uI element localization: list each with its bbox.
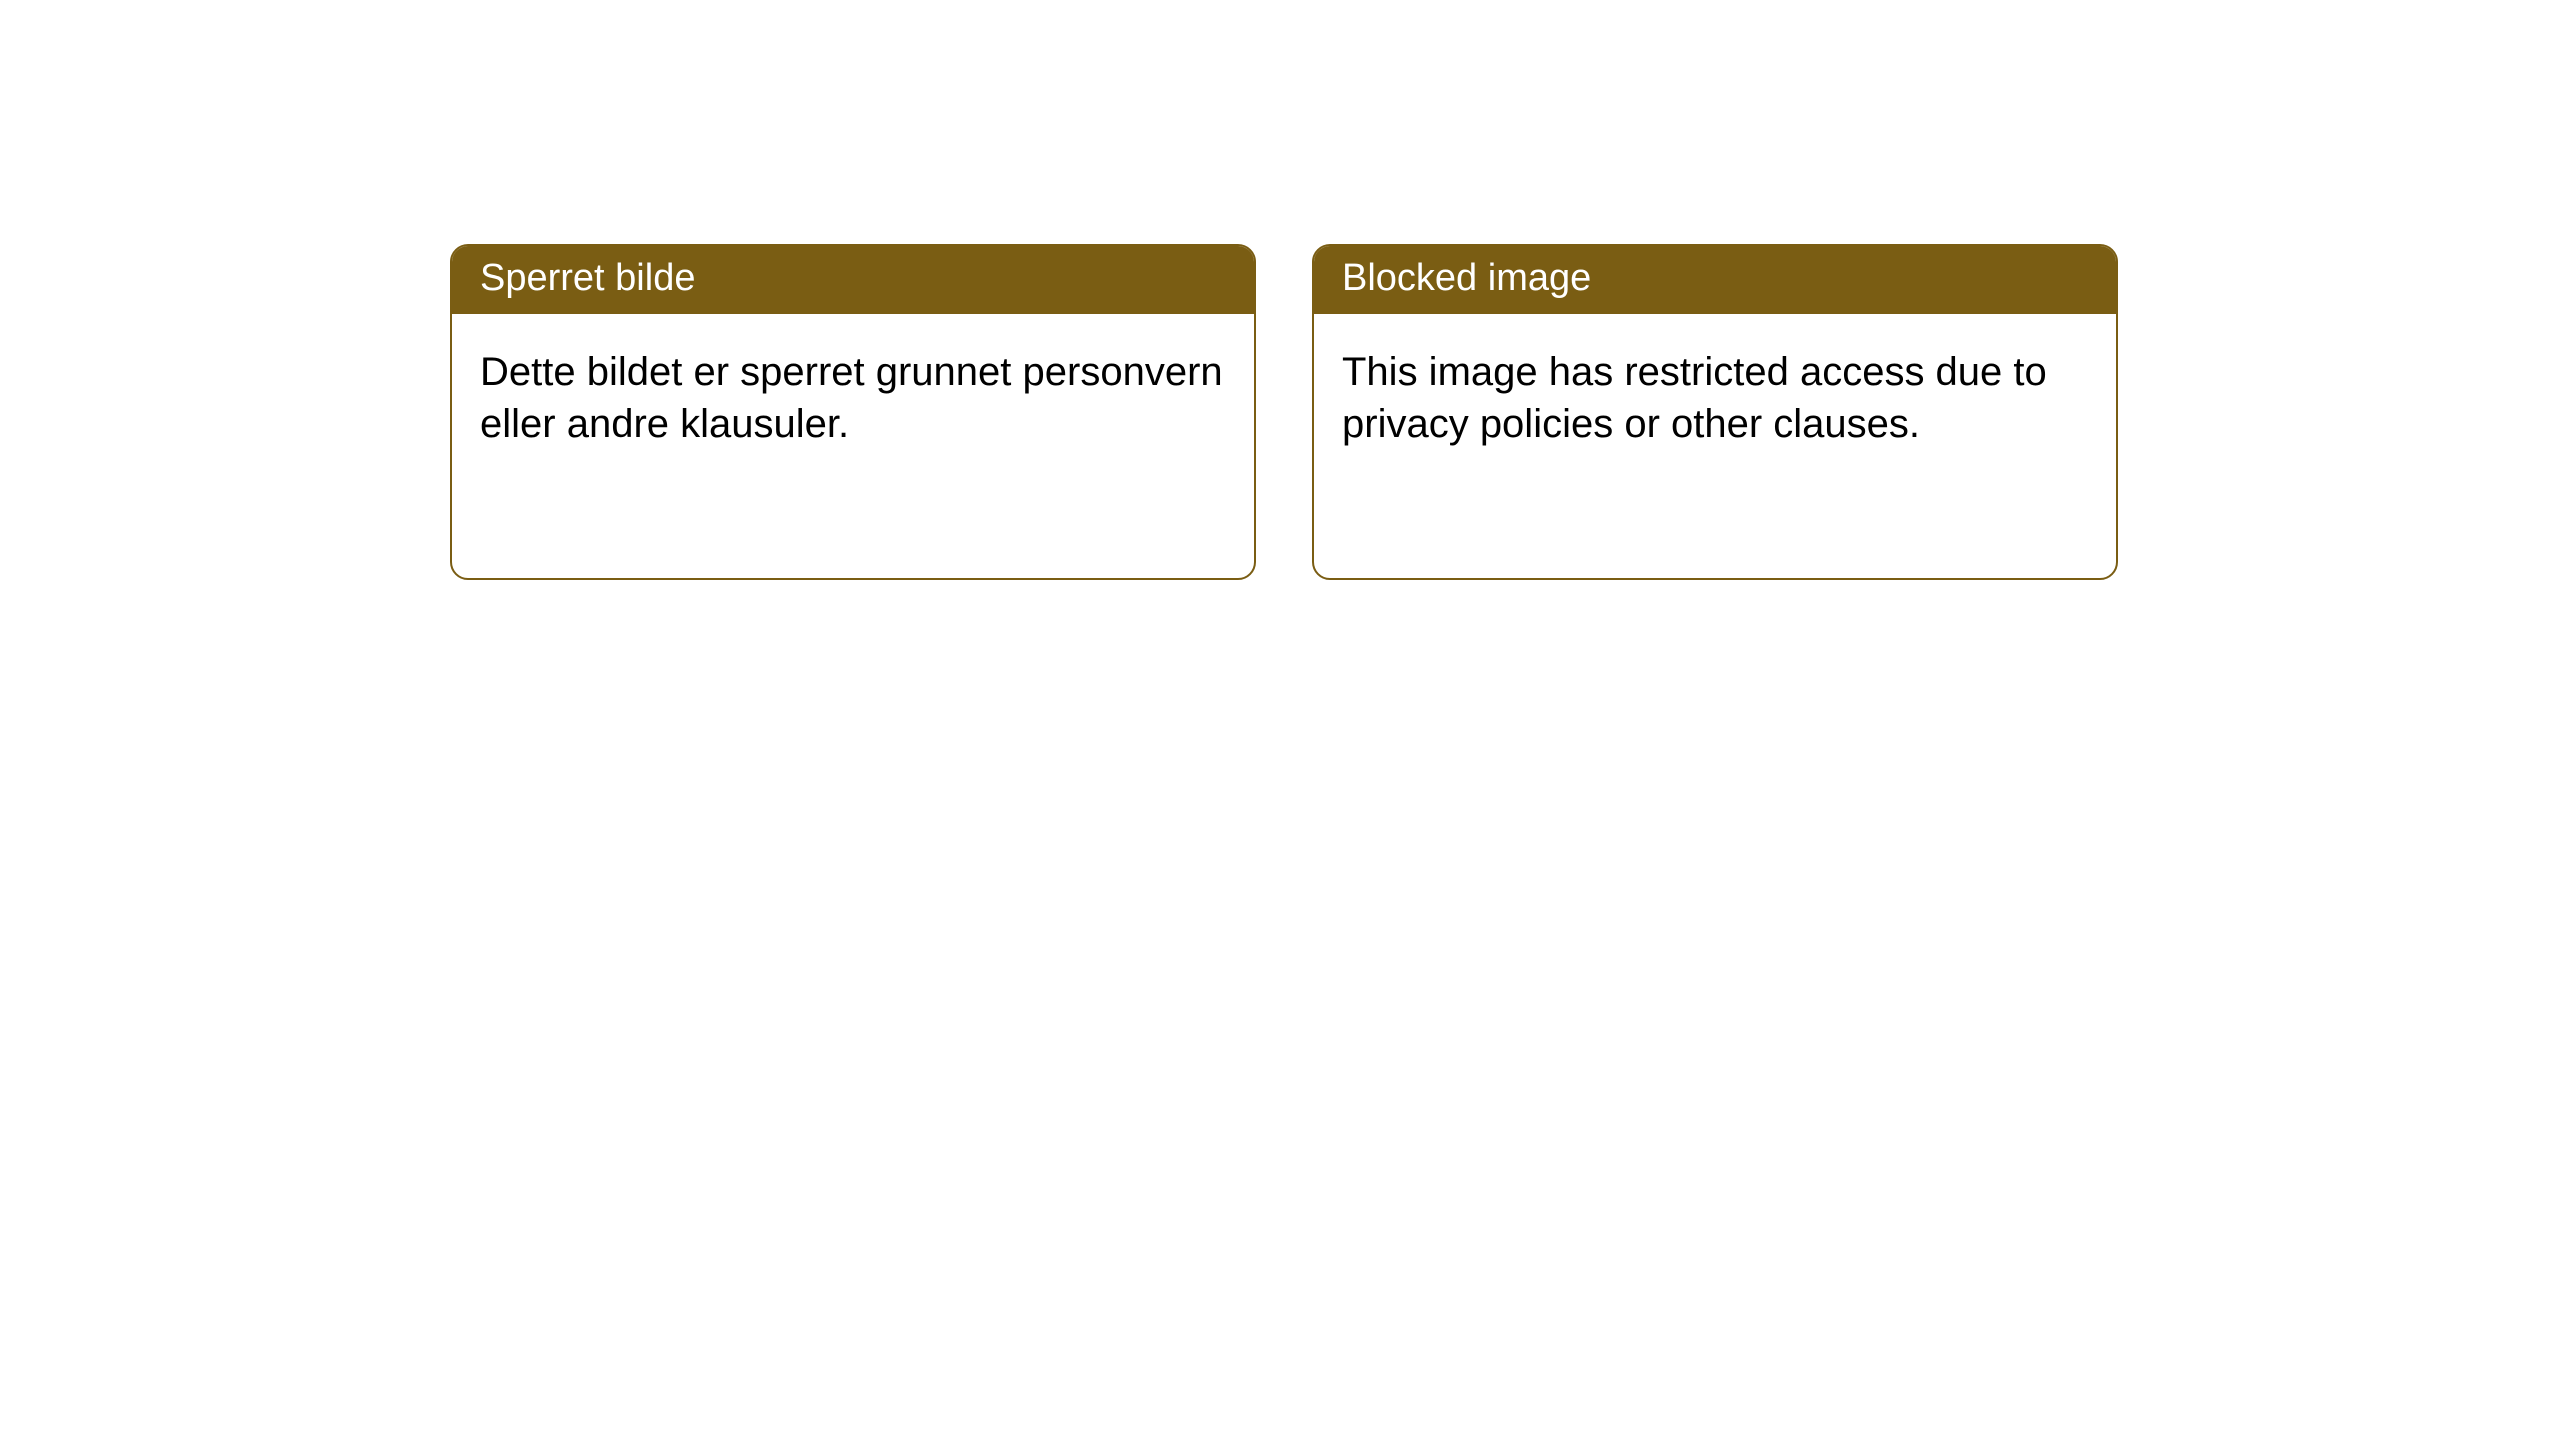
card-body-text: Dette bildet er sperret grunnet personve… <box>480 350 1223 446</box>
card-body: Dette bildet er sperret grunnet personve… <box>452 314 1254 482</box>
card-header: Blocked image <box>1314 246 2116 314</box>
notice-card-english: Blocked image This image has restricted … <box>1312 244 2118 580</box>
card-header: Sperret bilde <box>452 246 1254 314</box>
card-body-text: This image has restricted access due to … <box>1342 350 2047 446</box>
card-title: Blocked image <box>1342 257 1591 299</box>
notice-container: Sperret bilde Dette bildet er sperret gr… <box>0 0 2560 580</box>
card-body: This image has restricted access due to … <box>1314 314 2116 482</box>
notice-card-norwegian: Sperret bilde Dette bildet er sperret gr… <box>450 244 1256 580</box>
card-title: Sperret bilde <box>480 257 695 299</box>
